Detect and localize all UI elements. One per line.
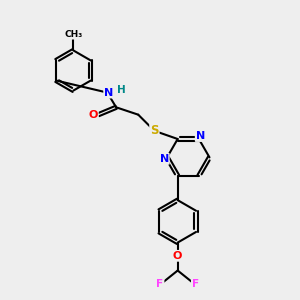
Text: S: S xyxy=(150,124,159,137)
Text: N: N xyxy=(160,154,169,164)
Text: F: F xyxy=(156,279,164,289)
Text: O: O xyxy=(173,251,182,261)
Text: H: H xyxy=(117,85,126,95)
Text: N: N xyxy=(196,131,205,141)
Text: CH₃: CH₃ xyxy=(64,30,83,39)
Text: F: F xyxy=(192,279,199,289)
Text: N: N xyxy=(104,88,113,98)
Text: O: O xyxy=(88,110,98,120)
